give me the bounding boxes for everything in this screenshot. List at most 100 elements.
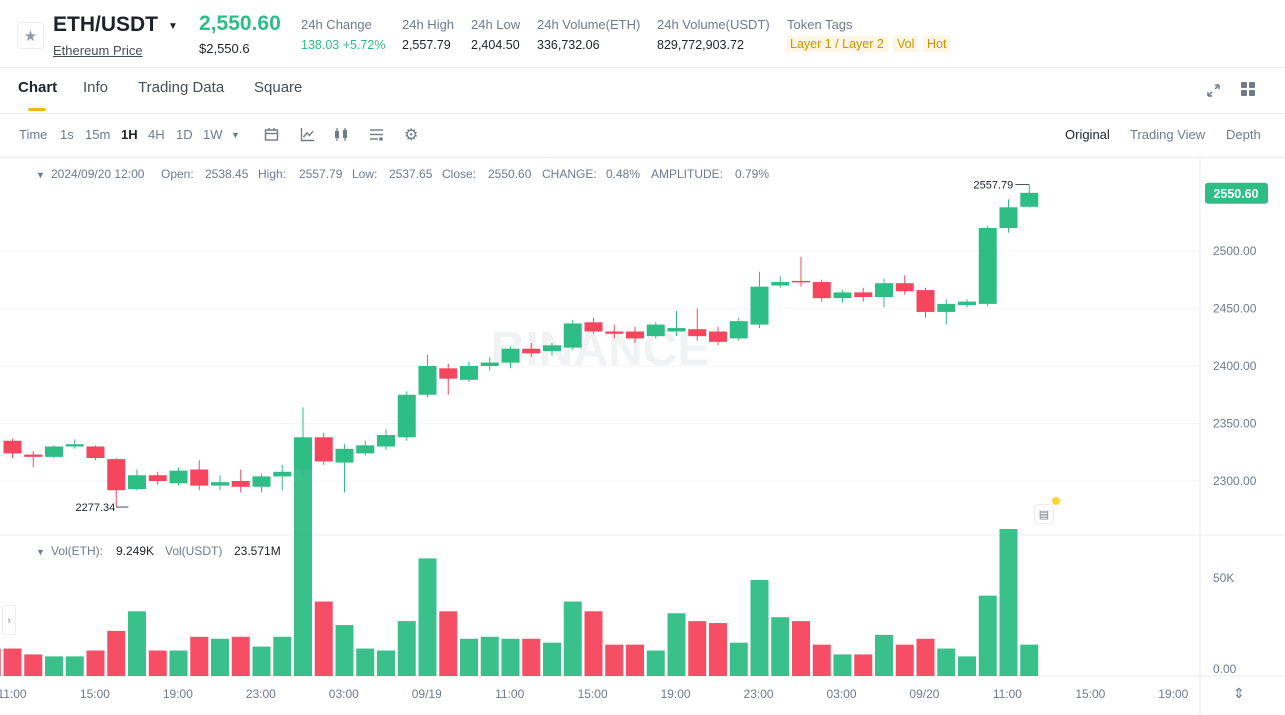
- time-axis-label: 09/20: [909, 687, 939, 701]
- divider: [0, 67, 1285, 68]
- interval-1d[interactable]: 1D: [176, 127, 193, 142]
- interval-15m[interactable]: 15m: [85, 127, 111, 142]
- volume-bar: [356, 648, 375, 676]
- volume-bar: [45, 656, 63, 676]
- candle-body: [65, 444, 84, 447]
- legend-high-label: High:: [258, 167, 287, 181]
- indicator-icon[interactable]: [300, 127, 315, 142]
- favorite-star-icon[interactable]: ★: [17, 22, 44, 49]
- candle-body: [231, 481, 250, 487]
- tab-chart[interactable]: Chart: [18, 79, 58, 96]
- tab-square[interactable]: Square: [254, 79, 303, 96]
- interval-1w[interactable]: 1W: [203, 127, 223, 142]
- notes-icon[interactable]: ▤: [1034, 504, 1054, 524]
- candle-body: [750, 286, 769, 325]
- candle-body: [626, 331, 644, 339]
- chart-settings-list-icon[interactable]: [369, 127, 384, 142]
- candle-body: [895, 283, 914, 292]
- legend-collapse-icon[interactable]: ▼: [36, 170, 45, 180]
- stat-label: 24h Low: [471, 17, 521, 32]
- tag-layer[interactable]: Layer 1 / Layer 2: [786, 36, 888, 52]
- candle-type-icon[interactable]: [333, 127, 350, 142]
- interval-time[interactable]: Time: [19, 127, 48, 142]
- volume-bar: [231, 636, 250, 676]
- interval-4h[interactable]: 4H: [148, 127, 165, 142]
- expand-left-chevron-icon[interactable]: ›: [2, 605, 16, 635]
- view-trading-view[interactable]: Trading View: [1130, 127, 1206, 142]
- candle-body: [418, 366, 437, 395]
- candle-body: [1020, 192, 1039, 207]
- volume-bar: [211, 638, 229, 676]
- stat-value: 138.03 +5.72%: [301, 38, 386, 52]
- notification-dot: [1052, 497, 1060, 505]
- price-chart[interactable]: 2300.002350.002400.002450.002500.00BINAN…: [0, 158, 1285, 715]
- candle-body: [729, 321, 748, 339]
- price-tick-label: 2450.00: [1213, 302, 1257, 316]
- candle-body: [460, 366, 478, 380]
- time-axis-label: 23:00: [744, 687, 774, 701]
- legend-high: 2557.79: [299, 167, 343, 181]
- candle-body: [522, 348, 541, 354]
- volume-bar: [875, 634, 893, 676]
- volume-bar: [709, 623, 727, 676]
- layout-grid-icon[interactable]: [1240, 81, 1256, 97]
- candle-body: [958, 301, 976, 306]
- candle-body: [688, 329, 707, 337]
- volume-bar: [958, 656, 976, 676]
- auto-scale-icon[interactable]: ⇕: [1233, 685, 1245, 701]
- volume-bar: [688, 621, 707, 676]
- legend-close: 2550.60: [488, 167, 532, 181]
- volume-bar: [626, 644, 644, 676]
- legend-close-label: Close:: [442, 167, 477, 181]
- tab-info[interactable]: Info: [83, 79, 109, 96]
- volume-bar: [916, 638, 935, 676]
- volume-bar: [148, 650, 167, 676]
- tag-vol[interactable]: Vol: [893, 36, 919, 52]
- volume-bar: [65, 656, 84, 676]
- stat-value: 2,404.50: [471, 38, 520, 52]
- time-axis-label: 15:00: [1075, 687, 1105, 701]
- volume-bar: [480, 636, 499, 676]
- volume-bar: [1020, 644, 1039, 676]
- fullscreen-icon[interactable]: [1206, 83, 1221, 98]
- pair-symbol[interactable]: ETH/USDT: [53, 13, 158, 36]
- price-tick-label: 2350.00: [1213, 417, 1257, 431]
- legend-low-label: Low:: [352, 167, 378, 181]
- price-tick-label: 2400.00: [1213, 359, 1257, 373]
- interval-1s[interactable]: 1s: [60, 127, 74, 142]
- volume-bar: [335, 625, 354, 676]
- volume-bar: [501, 638, 520, 676]
- volume-tick-label: 50K: [1213, 571, 1234, 585]
- view-original[interactable]: Original: [1065, 127, 1110, 142]
- volume-bar: [543, 642, 561, 676]
- candle-body: [356, 445, 375, 454]
- volume-bar: [937, 648, 956, 676]
- candle-body: [937, 303, 956, 312]
- view-depth[interactable]: Depth: [1226, 127, 1261, 142]
- interval-1h[interactable]: 1H: [121, 127, 138, 142]
- stat-label: 24h Volume(ETH): [537, 17, 641, 32]
- candle-body: [792, 280, 810, 283]
- stat-label: 24h Change: [301, 17, 372, 32]
- candle-body: [480, 362, 499, 366]
- tag-hot[interactable]: Hot: [923, 36, 951, 52]
- pair-dropdown-caret-icon[interactable]: ▼: [168, 21, 178, 32]
- stat-value: 2,557.79: [402, 38, 451, 52]
- vol-legend-collapse-icon[interactable]: ▼: [36, 547, 45, 557]
- legend-date: 2024/09/20 12:00: [51, 167, 145, 181]
- volume-bar: [792, 621, 810, 676]
- legend-low: 2537.65: [389, 167, 433, 181]
- volume-bar: [190, 636, 209, 676]
- tab-trading-data[interactable]: Trading Data: [138, 79, 225, 96]
- candle-body: [563, 323, 582, 348]
- candle-body: [771, 282, 790, 286]
- volume-bar: [252, 646, 271, 676]
- candle-body: [86, 446, 105, 458]
- stat-value: 829,772,903.72: [657, 38, 744, 52]
- coin-info-link[interactable]: Ethereum Price: [53, 43, 143, 58]
- calendar-icon[interactable]: [264, 127, 279, 142]
- candle-body: [667, 328, 686, 332]
- candle-body: [646, 324, 665, 337]
- interval-dropdown-icon[interactable]: ▼: [231, 130, 240, 140]
- gear-icon[interactable]: ⚙: [404, 127, 419, 144]
